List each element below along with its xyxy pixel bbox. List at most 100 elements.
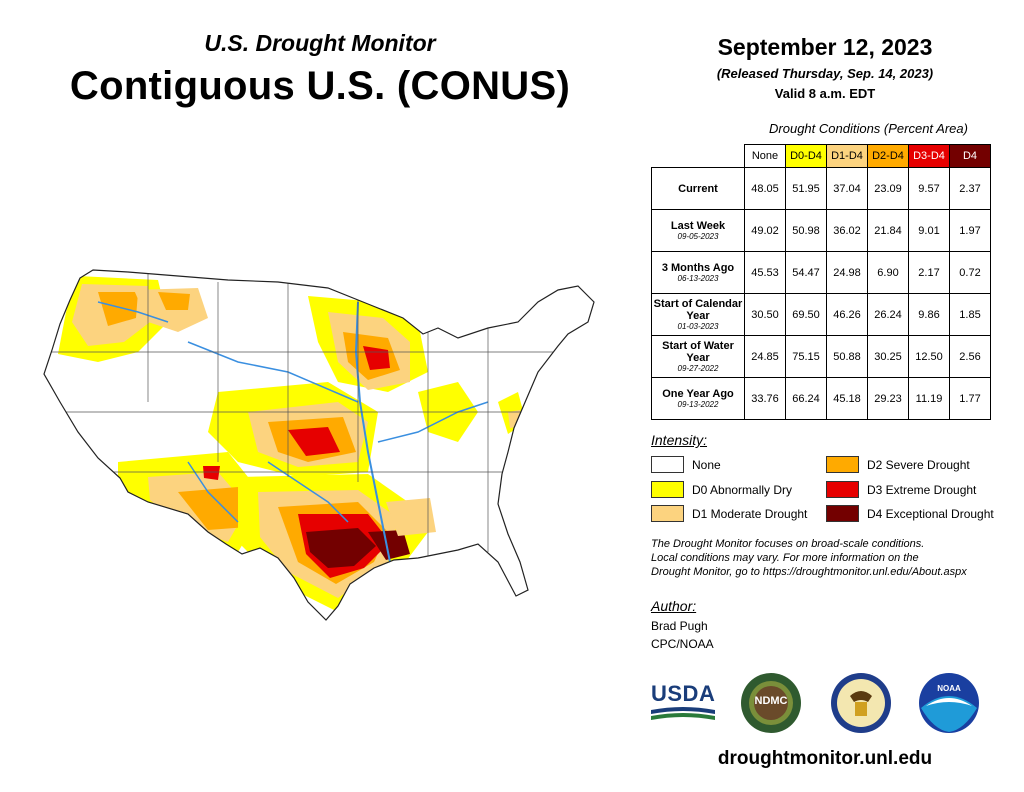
author-name: Brad Pugh <box>651 619 708 633</box>
table-cell: 21.84 <box>867 209 909 252</box>
table-row: Start of Water Year 09-27-2022 24.85 75.15 5… <box>651 335 991 378</box>
row-date: 09-13-2022 <box>677 399 719 409</box>
table-row: Current 48.05 51.95 37.04 23.09 9.57 2.37 <box>651 167 991 210</box>
row-label: 3 Months Ago 06-13-2023 <box>651 251 745 294</box>
table-cell: 9.86 <box>908 293 950 336</box>
row-label-text: 3 Months Ago <box>661 261 735 274</box>
noaa-seagull-icon <box>919 673 979 733</box>
table-cell: 1.97 <box>949 209 991 252</box>
legend-item-d2: D2 Severe Drought <box>826 456 970 473</box>
legend-swatch <box>826 456 859 473</box>
table-caption: Drought Conditions (Percent Area) <box>769 121 968 136</box>
table-cell: 50.98 <box>785 209 827 252</box>
legend-label: D1 Moderate Drought <box>692 506 808 521</box>
table-cell: 6.90 <box>867 251 909 294</box>
usda-wordmark: USDA <box>651 681 716 706</box>
table-cell: 9.01 <box>908 209 950 252</box>
legend-item-d1: D1 Moderate Drought <box>651 505 807 522</box>
legend-label: D3 Extreme Drought <box>867 482 977 497</box>
note-line: Local conditions may vary. For more info… <box>651 552 919 564</box>
table-cell: 46.26 <box>826 293 868 336</box>
table-cell: 2.56 <box>949 335 991 378</box>
table-cell: 26.24 <box>867 293 909 336</box>
row-label-text: Start of Calendar Year <box>653 297 743 322</box>
legend-label: D4 Exceptional Drought <box>867 506 994 521</box>
usda-stripes-icon <box>651 707 715 720</box>
row-date: 09-27-2022 <box>677 363 719 373</box>
drought-map <box>43 269 595 621</box>
table-cell: 33.76 <box>744 377 786 420</box>
usda-logo: USDA <box>651 682 715 726</box>
table-cell: 24.85 <box>744 335 786 378</box>
legend-swatch <box>651 505 684 522</box>
noaa-logo: NOAA <box>918 672 980 734</box>
table-cell: 45.18 <box>826 377 868 420</box>
column-header: D4 <box>949 144 991 168</box>
valid-time: Valid 8 a.m. EDT <box>774 86 876 101</box>
row-date: 01-03-2023 <box>677 321 719 331</box>
release-date: (Released Thursday, Sep. 14, 2023) <box>716 66 934 81</box>
table-cell: 51.95 <box>785 167 827 210</box>
table-cell: 24.98 <box>826 251 868 294</box>
column-header: D2-D4 <box>867 144 909 168</box>
row-label-text: One Year Ago <box>662 387 734 400</box>
map-subtitle: U.S. Drought Monitor <box>204 30 436 56</box>
row-date: 09-05-2023 <box>677 231 719 241</box>
table-cell: 36.02 <box>826 209 868 252</box>
legend-item-none: None <box>651 456 721 473</box>
doc-seal-logo <box>830 672 892 734</box>
row-label: One Year Ago 09-13-2022 <box>651 377 745 420</box>
note-line: The Drought Monitor focuses on broad-sca… <box>651 538 925 550</box>
table-cell: 1.85 <box>949 293 991 336</box>
row-label: Current <box>651 167 745 210</box>
table-cell: 30.25 <box>867 335 909 378</box>
noaa-wordmark: NOAA <box>937 684 961 693</box>
legend-item-d4: D4 Exceptional Drought <box>826 505 994 522</box>
table-corner <box>651 144 745 168</box>
note-line: Drought Monitor, go to https://droughtmo… <box>651 566 967 578</box>
legend-label: D0 Abnormally Dry <box>692 482 793 497</box>
table-cell: 54.47 <box>785 251 827 294</box>
legend-swatch <box>826 505 859 522</box>
row-label: Start of Water Year 09-27-2022 <box>651 335 745 378</box>
table-cell: 69.50 <box>785 293 827 336</box>
row-label-text: Current <box>678 182 718 195</box>
table-cell: 75.15 <box>785 335 827 378</box>
row-label: Last Week 09-05-2023 <box>651 209 745 252</box>
table-row: 3 Months Ago 06-13-2023 45.53 54.47 24.98 6.9… <box>651 251 991 294</box>
legend-label: D2 Severe Drought <box>867 457 970 472</box>
table-cell: 2.17 <box>908 251 950 294</box>
table-cell: 50.88 <box>826 335 868 378</box>
table-cell: 66.24 <box>785 377 827 420</box>
row-label-text: Start of Water Year <box>662 339 734 364</box>
drought-conditions-table: None D0-D4 D1-D4 D2-D4 D3-D4 D4 Current 4… <box>651 144 991 420</box>
table-cell: 29.23 <box>867 377 909 420</box>
table-cell: 12.50 <box>908 335 950 378</box>
column-header: None <box>744 144 786 168</box>
column-header: D0-D4 <box>785 144 827 168</box>
author-org: CPC/NOAA <box>651 637 714 651</box>
row-label-text: Last Week <box>670 219 726 232</box>
website-url[interactable]: droughtmonitor.unl.edu <box>717 748 933 769</box>
table-cell: 49.02 <box>744 209 786 252</box>
table-row: One Year Ago 09-13-2022 33.76 66.24 45.18 29.… <box>651 377 991 420</box>
table-row: Start of Calendar Year 01-03-2023 30.50 69.… <box>651 293 991 336</box>
ndmc-logo: NDMC <box>740 672 802 734</box>
table-cell: 48.05 <box>744 167 786 210</box>
row-label: Start of Calendar Year 01-03-2023 <box>651 293 745 336</box>
map-date: September 12, 2023 <box>717 34 933 60</box>
table-cell: 23.09 <box>867 167 909 210</box>
table-cell: 45.53 <box>744 251 786 294</box>
legend-swatch <box>651 456 684 473</box>
row-date: 06-13-2023 <box>677 273 719 283</box>
map-title: Contiguous U.S. (CONUS) <box>69 64 571 108</box>
disclaimer-note: The Drought Monitor focuses on broad-sca… <box>651 537 1011 579</box>
eagle-seal-icon <box>831 673 891 733</box>
legend-swatch <box>651 481 684 498</box>
table-cell: 1.77 <box>949 377 991 420</box>
legend-item-d3: D3 Extreme Drought <box>826 481 976 498</box>
table-row: Last Week 09-05-2023 49.02 50.98 36.02 21.84 9… <box>651 209 991 252</box>
column-header: D1-D4 <box>826 144 868 168</box>
legend-swatch <box>826 481 859 498</box>
table-cell: 30.50 <box>744 293 786 336</box>
